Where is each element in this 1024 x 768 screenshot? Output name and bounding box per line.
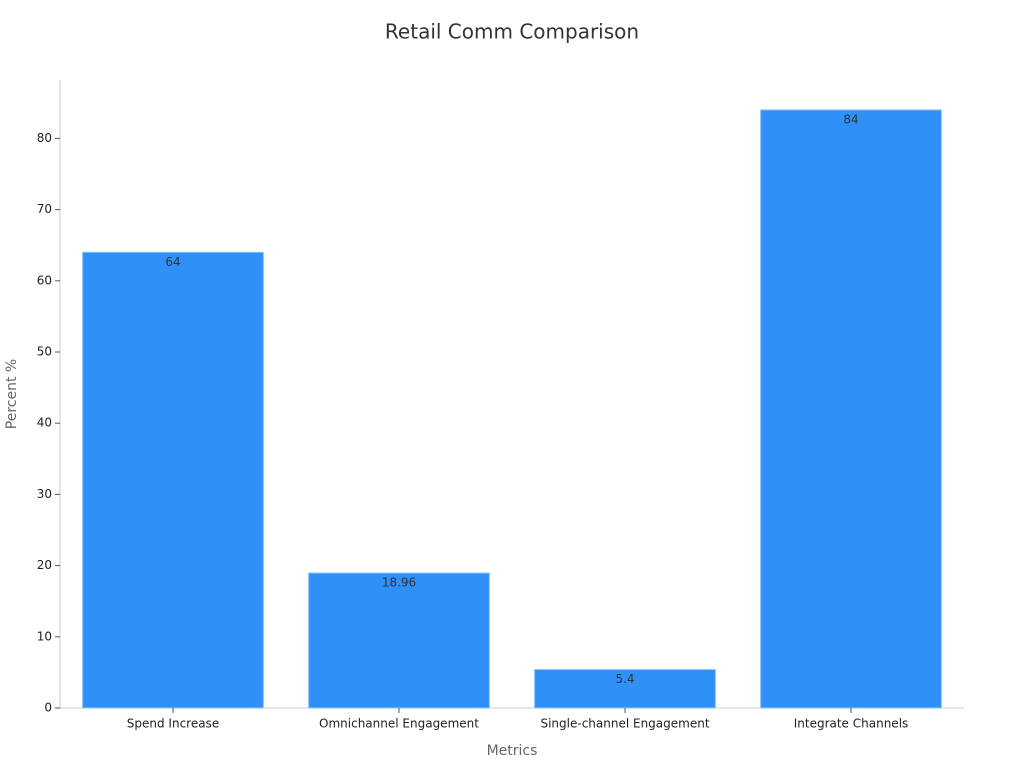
data-label: 5.4: [615, 672, 634, 686]
x-tick-label: Single-channel Engagement: [540, 717, 709, 731]
y-axis-label: Percent %: [4, 359, 20, 429]
y-tick-label: 50: [37, 344, 52, 358]
y-tick-label: 60: [37, 273, 52, 287]
bar: [82, 251, 264, 709]
x-axis-label: Metrics: [487, 743, 538, 759]
y-tick-label: 80: [37, 131, 52, 145]
y-tick-label: 20: [37, 558, 52, 572]
data-label: 18.96: [382, 576, 416, 590]
y-tick-label: 30: [37, 487, 52, 501]
x-tick-label: Integrate Channels: [794, 717, 909, 731]
x-tick-label: Omnichannel Engagement: [319, 717, 479, 731]
bar: [534, 669, 716, 709]
x-tick-label: Spend Increase: [127, 717, 219, 731]
y-tick-label: 0: [44, 701, 52, 715]
chart-title: Retail Comm Comparison: [385, 20, 639, 44]
y-tick-label: 40: [37, 416, 52, 430]
data-label: 84: [843, 112, 858, 126]
data-label: 64: [165, 255, 180, 269]
bar: [308, 572, 490, 709]
y-tick-label: 70: [37, 202, 52, 216]
bar: [760, 109, 942, 709]
y-tick-label: 10: [37, 629, 52, 643]
